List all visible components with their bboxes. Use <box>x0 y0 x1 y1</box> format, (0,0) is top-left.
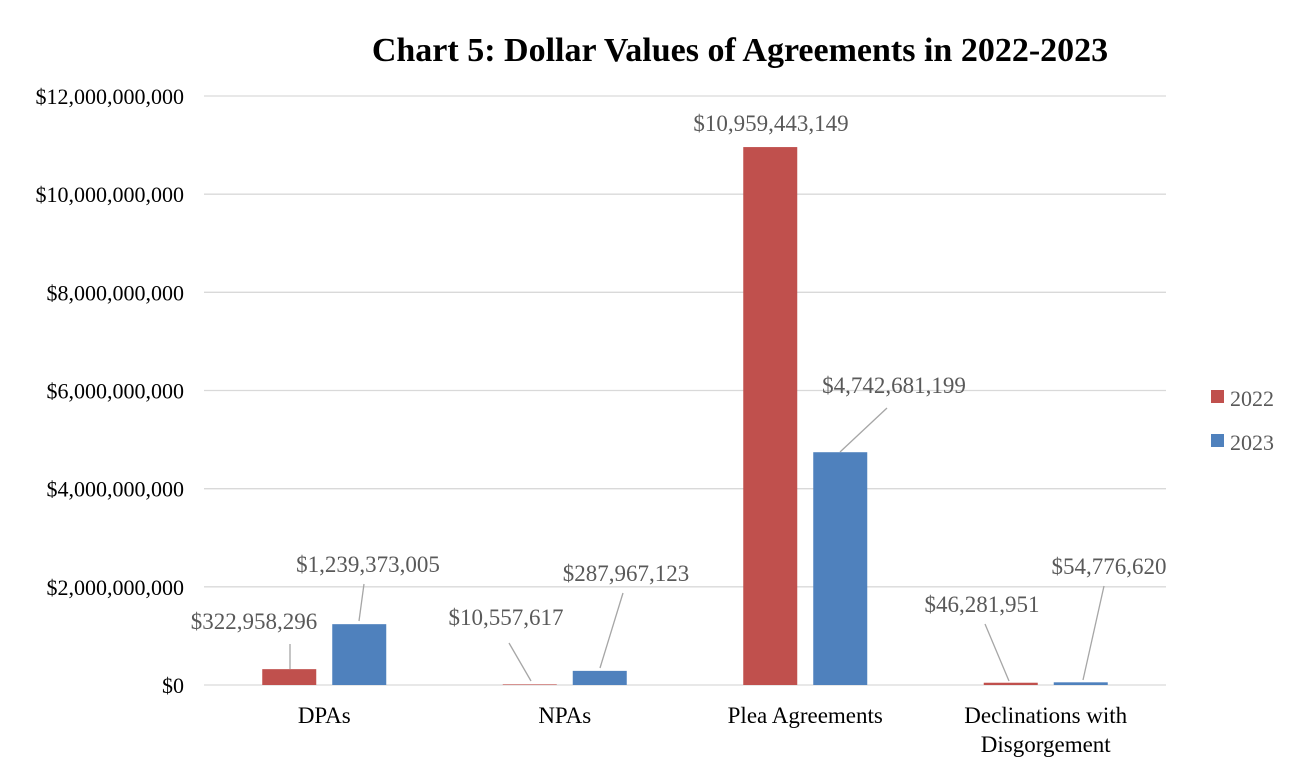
leader-line <box>984 623 1010 682</box>
legend-swatch-2022 <box>1211 390 1224 403</box>
chart-title: Chart 5: Dollar Values of Agreements in … <box>372 32 1108 69</box>
bars <box>262 147 1108 686</box>
data-labels: $322,958,296 $10,557,617 $10,959,443,149 $4… <box>191 111 1167 634</box>
legend: 2022 2023 <box>1211 386 1274 455</box>
data-label-2022-2: $10,959,443,149 <box>693 111 848 136</box>
data-label-2023-0: $1,239,373,005 <box>296 552 440 577</box>
data-label-2023-3: $54,776,620 <box>1052 554 1167 579</box>
leader-line <box>839 407 888 453</box>
leader-line <box>358 583 365 622</box>
bar-2023-2 <box>813 452 868 685</box>
data-label-2022-1: $10,557,617 <box>449 605 564 630</box>
x-category-label: Plea Agreements <box>728 703 883 728</box>
bar-2022-2 <box>743 147 798 686</box>
gridlines <box>204 95 1166 686</box>
y-tick-label: $0 <box>162 673 184 698</box>
legend-label-2022: 2022 <box>1230 386 1274 411</box>
bar-2023-0 <box>332 624 387 685</box>
x-category-label: Declinations with <box>964 703 1127 728</box>
x-category-label: Disgorgement <box>981 732 1112 757</box>
y-tick-label: $4,000,000,000 <box>47 477 185 502</box>
legend-label-2023: 2023 <box>1230 430 1274 455</box>
bar-2023-3 <box>1053 682 1108 685</box>
bar-2022-1 <box>502 684 557 685</box>
data-label-2022-3: $46,281,951 <box>925 592 1040 617</box>
y-tick-label: $2,000,000,000 <box>47 575 185 600</box>
x-category-label: DPAs <box>298 703 351 728</box>
bar-2022-0 <box>262 669 317 685</box>
leader-line <box>1082 585 1105 681</box>
y-tick-label: $6,000,000,000 <box>47 379 185 404</box>
leader-line <box>599 592 624 669</box>
y-tick-label: $12,000,000,000 <box>36 84 185 109</box>
x-category-label: NPAs <box>538 703 591 728</box>
data-label-2022-0: $322,958,296 <box>191 609 318 634</box>
x-axis-category-labels: DPAs NPAs Plea Agreements Declinations with… <box>298 703 1128 757</box>
bar-2022-3 <box>983 682 1038 685</box>
leader-line <box>508 642 532 682</box>
legend-swatch-2023 <box>1211 434 1224 447</box>
y-axis-tick-labels: $0 $2,000,000,000 $4,000,000,000 $6,000,000… <box>36 84 185 698</box>
y-tick-label: $8,000,000,000 <box>47 280 185 305</box>
data-label-2023-1: $287,967,123 <box>563 561 690 586</box>
data-label-leader-lines <box>289 407 1105 682</box>
data-label-2023-2: $4,742,681,199 <box>822 373 966 398</box>
y-tick-label: $10,000,000,000 <box>36 182 185 207</box>
bar-2023-1 <box>572 670 627 685</box>
